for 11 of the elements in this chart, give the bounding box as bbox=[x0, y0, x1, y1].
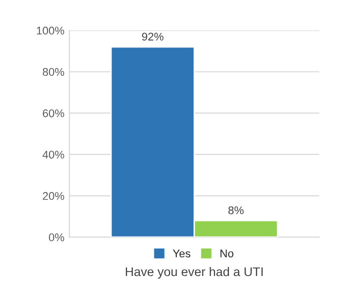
x-axis-title: Have you ever had a UTI bbox=[126, 266, 263, 279]
y-tick-label: 80% bbox=[42, 68, 64, 76]
data-label: 92% bbox=[142, 32, 164, 41]
y-tick-label: 60% bbox=[42, 109, 64, 118]
y-tick-label: 40% bbox=[42, 150, 64, 159]
legend-label: Yes bbox=[172, 250, 190, 258]
data-label: 8% bbox=[228, 206, 244, 214]
y-tick-label: 20% bbox=[42, 192, 64, 200]
y-tick-label: 100% bbox=[36, 26, 64, 35]
legend-label: No bbox=[220, 250, 234, 258]
y-tick-label: 0% bbox=[48, 233, 64, 242]
